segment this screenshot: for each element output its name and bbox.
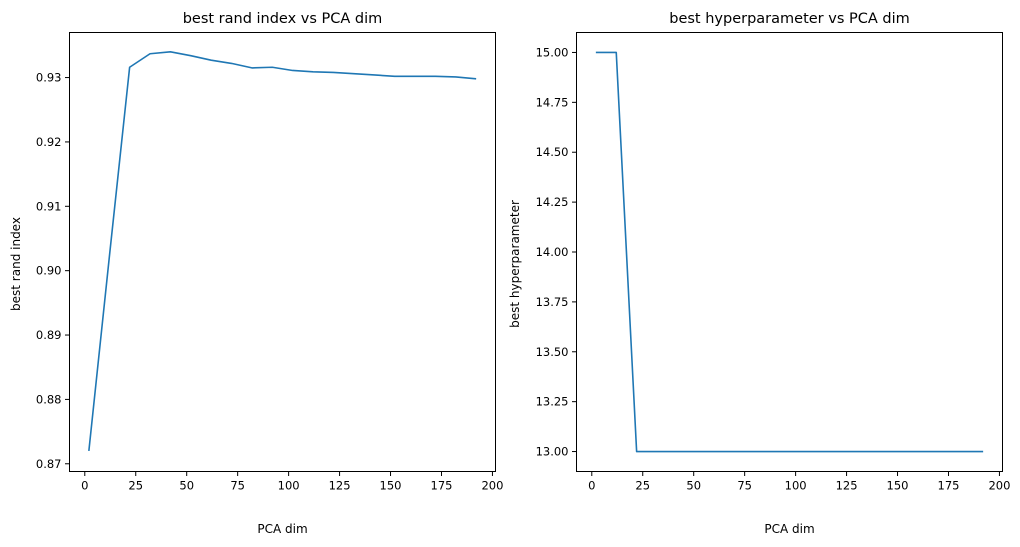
- y-tick-label: 0.92: [36, 135, 62, 149]
- subplot-rand-index: best rand index vs PCA dim PCA dim best …: [9, 11, 503, 536]
- y-tick-label: 0.89: [36, 328, 62, 342]
- x-axis-label: PCA dim: [764, 522, 814, 536]
- series-line: [595, 51, 984, 453]
- x-tick-label: 150: [380, 479, 402, 493]
- y-tick-label: 0.93: [36, 71, 62, 85]
- x-tick-label: 0: [588, 479, 595, 493]
- x-axis-label: PCA dim: [257, 522, 307, 536]
- tick-group: 0 25 50 75 100 125 150 175 200 13.00 13.25 13.50 13.…: [536, 45, 1011, 492]
- y-tick-label: 14.25: [536, 195, 569, 209]
- x-tick-label: 25: [635, 479, 650, 493]
- x-tick-label: 100: [785, 479, 807, 493]
- chart-title: best hyperparameter vs PCA dim: [669, 11, 910, 27]
- x-tick-label: 75: [737, 479, 752, 493]
- x-tick-label: 150: [887, 479, 909, 493]
- x-tick-label: 50: [686, 479, 701, 493]
- y-tick-label: 13.00: [536, 445, 569, 459]
- series-group: [595, 51, 984, 453]
- tick-group: 0 25 50 75 100 125 150 175 200 0.87 0.88 0.89 0.90 0.…: [36, 71, 504, 493]
- y-tick-label: 0.88: [36, 392, 62, 406]
- y-tick-label: 0.91: [36, 199, 62, 213]
- x-tick-label: 0: [81, 479, 88, 493]
- x-tick-label: 125: [329, 479, 351, 493]
- y-tick-label: 14.75: [536, 95, 569, 109]
- x-tick-label: 25: [128, 479, 143, 493]
- x-tick-label: 125: [836, 479, 858, 493]
- y-tick-label: 13.75: [536, 295, 569, 309]
- x-tick-label: 50: [179, 479, 194, 493]
- chart-title: best rand index vs PCA dim: [183, 11, 383, 27]
- series-line: [88, 51, 477, 451]
- x-tick-label: 200: [988, 479, 1010, 493]
- x-tick-label: 175: [938, 479, 960, 493]
- x-tick-label: 100: [278, 479, 300, 493]
- y-tick-label: 15.00: [536, 45, 569, 59]
- series-group: [88, 51, 477, 451]
- y-tick-label: 0.90: [36, 264, 62, 278]
- y-tick-label: 0.87: [36, 457, 62, 471]
- y-tick-label: 14.50: [536, 145, 569, 159]
- y-tick-label: 13.50: [536, 345, 569, 359]
- y-axis-label: best rand index: [9, 217, 23, 311]
- y-tick-label: 14.00: [536, 245, 569, 259]
- subplot-hyperparameter: best hyperparameter vs PCA dim PCA dim b…: [508, 11, 1010, 536]
- y-tick-label: 13.25: [536, 395, 569, 409]
- x-tick-label: 175: [431, 479, 453, 493]
- x-tick-label: 75: [230, 479, 245, 493]
- axes-frame: [69, 32, 496, 472]
- axes-frame: [576, 32, 1003, 472]
- x-tick-label: 200: [481, 479, 503, 493]
- y-axis-label: best hyperparameter: [508, 200, 522, 328]
